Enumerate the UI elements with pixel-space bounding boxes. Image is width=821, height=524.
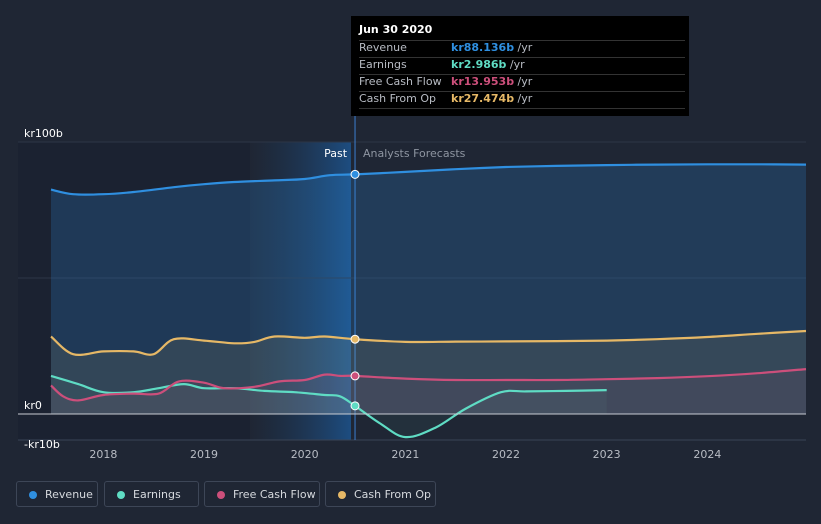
tooltip-unit: /yr (514, 41, 533, 54)
tooltip-divider (359, 57, 685, 58)
tooltip-row-revenue: Revenue kr88.136b /yr (359, 40, 683, 57)
highlight-point-cash-from-op (350, 334, 360, 344)
y-tick-label: -kr10b (24, 438, 60, 451)
tooltip-label: Revenue (359, 41, 407, 54)
y-tick-label: kr0 (24, 399, 42, 412)
cash-from-op-dot-icon (338, 491, 346, 499)
tooltip-row-cash-from-op: Cash From Op kr27.474b /yr (359, 91, 683, 108)
series-line-revenue (50, 163, 807, 196)
free-cash-flow-dot-icon (217, 491, 225, 499)
tooltip-label: Cash From Op (359, 92, 437, 105)
tooltip-date: Jun 30 2020 (359, 23, 433, 36)
y-tick-label: kr100b (24, 127, 63, 140)
legend-item-revenue[interactable]: Revenue (16, 481, 98, 507)
tooltip-value: kr88.136b (451, 41, 515, 54)
tooltip-divider (359, 108, 685, 109)
series-line-free-cash-flow (50, 368, 807, 402)
tooltip-divider (359, 91, 685, 92)
legend-item-earnings[interactable]: Earnings (104, 481, 199, 507)
tooltip-row-free-cash-flow: Free Cash Flow kr13.953b /yr (359, 74, 683, 91)
tooltip-value: kr13.953b (451, 75, 515, 88)
highlight-point-free-cash-flow (350, 371, 360, 381)
legend-item-free-cash-flow[interactable]: Free Cash Flow (204, 481, 320, 507)
tooltip-label: Earnings (359, 58, 407, 71)
legend-label: Free Cash Flow (233, 488, 316, 501)
tooltip-unit: /yr (514, 75, 533, 88)
area-free-cash-flow (51, 369, 806, 414)
tooltip-label: Free Cash Flow (359, 75, 442, 88)
past-label: Past (324, 147, 348, 160)
forecast-label: Analysts Forecasts (363, 147, 466, 160)
tooltip-unit: /yr (514, 92, 533, 105)
tooltip-value: kr27.474b (451, 92, 515, 105)
x-tick-label: 2023 (593, 448, 621, 461)
series-line-earnings (50, 374, 607, 439)
earnings-dot-icon (117, 491, 125, 499)
x-tick-label: 2019 (190, 448, 218, 461)
legend-item-cash-from-op[interactable]: Cash From Op (325, 481, 436, 507)
area-revenue (51, 164, 806, 414)
area-earnings (51, 375, 607, 438)
legend-label: Revenue (45, 488, 93, 501)
revenue-dot-icon (29, 491, 37, 499)
area-cash-from-op (51, 331, 806, 414)
x-tick-label: 2020 (291, 448, 319, 461)
tooltip-value: kr2.986b (451, 58, 507, 71)
tooltip-divider (359, 40, 685, 41)
legend-label: Earnings (133, 488, 181, 501)
x-tick-label: 2021 (391, 448, 419, 461)
tooltip: Jun 30 2020 Revenue kr88.136b /yr Earnin… (351, 16, 689, 116)
x-tick-label: 2018 (89, 448, 117, 461)
tooltip-divider (359, 74, 685, 75)
legend-label: Cash From Op (354, 488, 432, 501)
highlight-point-revenue (350, 169, 360, 179)
highlight-point-earnings (350, 401, 360, 411)
series-line-cash-from-op (50, 329, 807, 356)
tooltip-row-earnings: Earnings kr2.986b /yr (359, 57, 683, 74)
x-tick-label: 2022 (492, 448, 520, 461)
tooltip-unit: /yr (506, 58, 525, 71)
x-tick-label: 2024 (693, 448, 721, 461)
